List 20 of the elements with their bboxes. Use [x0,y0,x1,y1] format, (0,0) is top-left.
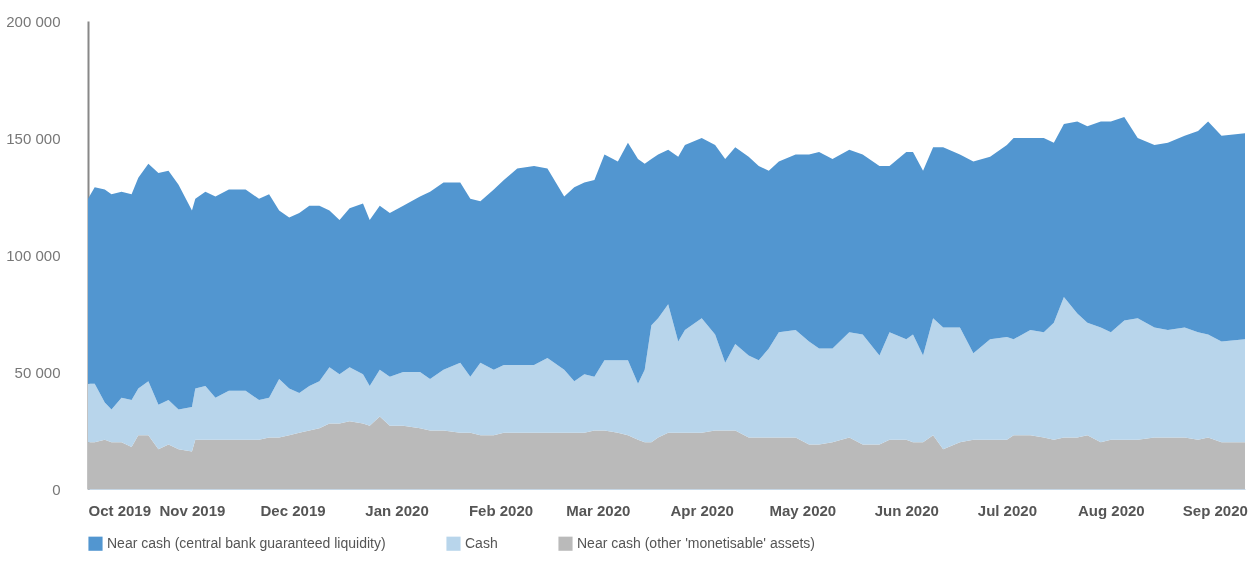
x-tick-label: Jun 2020 [874,501,939,519]
x-tick-label: Nov 2019 [159,501,226,519]
x-tick-label: Dec 2019 [260,501,326,519]
x-tick-label: May 2020 [769,501,837,519]
legend-label: Cash [465,534,498,551]
x-tick-label: Oct 2019 [88,501,152,519]
x-tick-label: Apr 2020 [670,501,734,519]
legend-label: Near cash (other 'monetisable' assets) [577,534,816,551]
y-tick-label: 50 000 [14,363,61,381]
x-tick-label: Feb 2020 [468,501,534,519]
x-tick-label: Sep 2020 [1182,501,1248,519]
y-tick-label: 0 [52,480,61,498]
x-tick-label: Jan 2020 [365,501,429,519]
y-tick-label: 150 000 [6,129,61,147]
x-tick-label: Mar 2020 [566,501,631,519]
x-tick-label: Jul 2020 [977,501,1037,519]
legend-label: Near cash (central bank guaranteed liquidity) [107,534,386,551]
y-tick-label: 100 000 [6,246,61,264]
y-tick-label: 200 000 [6,12,61,30]
x-tick-label: Aug 2020 [1078,501,1145,519]
